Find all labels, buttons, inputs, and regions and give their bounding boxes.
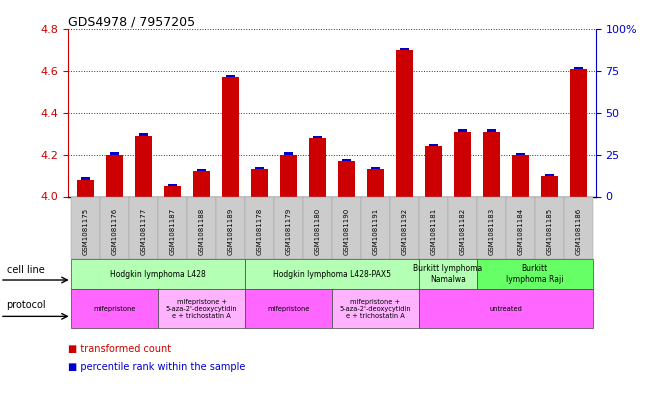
Text: GSM1081181: GSM1081181 bbox=[430, 208, 436, 255]
Text: GSM1081191: GSM1081191 bbox=[372, 208, 378, 255]
Text: GSM1081175: GSM1081175 bbox=[83, 208, 89, 255]
Bar bbox=[81, 177, 90, 180]
Bar bbox=[227, 75, 235, 77]
Text: Burkitt
lymphoma Raji: Burkitt lymphoma Raji bbox=[506, 264, 564, 284]
Text: mifepristone +
5-aza-2'-deoxycytidin
e + trichostatin A: mifepristone + 5-aza-2'-deoxycytidin e +… bbox=[340, 299, 411, 318]
Bar bbox=[487, 129, 495, 132]
Bar bbox=[309, 138, 326, 196]
Text: GSM1081183: GSM1081183 bbox=[488, 208, 494, 255]
Bar bbox=[482, 132, 500, 196]
Text: GSM1081190: GSM1081190 bbox=[344, 208, 350, 255]
Bar bbox=[169, 184, 177, 186]
Bar bbox=[111, 152, 119, 155]
Text: ■ transformed count: ■ transformed count bbox=[68, 344, 171, 354]
Bar bbox=[193, 171, 210, 196]
Text: Burkitt lymphoma
Namalwa: Burkitt lymphoma Namalwa bbox=[413, 264, 482, 284]
Bar bbox=[396, 50, 413, 196]
Text: GSM1081179: GSM1081179 bbox=[286, 208, 292, 255]
Bar bbox=[135, 136, 152, 196]
Bar bbox=[512, 155, 529, 196]
Text: GSM1081182: GSM1081182 bbox=[460, 208, 465, 255]
Bar bbox=[280, 155, 298, 196]
Bar bbox=[139, 134, 148, 136]
Text: GSM1081189: GSM1081189 bbox=[228, 208, 234, 255]
Text: ■ percentile rank within the sample: ■ percentile rank within the sample bbox=[68, 362, 245, 371]
Bar bbox=[540, 176, 558, 196]
Bar bbox=[164, 186, 182, 196]
Text: GSM1081184: GSM1081184 bbox=[518, 208, 523, 255]
Bar bbox=[574, 67, 583, 69]
Bar bbox=[222, 77, 240, 196]
Bar bbox=[251, 169, 268, 196]
Text: GSM1081188: GSM1081188 bbox=[199, 208, 204, 255]
Text: GSM1081186: GSM1081186 bbox=[575, 208, 581, 255]
Bar bbox=[454, 132, 471, 196]
Bar bbox=[106, 155, 124, 196]
Text: GSM1081178: GSM1081178 bbox=[256, 208, 262, 255]
Bar bbox=[458, 129, 467, 132]
Bar bbox=[313, 136, 322, 138]
Bar bbox=[338, 161, 355, 196]
Bar bbox=[545, 174, 553, 176]
Text: GSM1081185: GSM1081185 bbox=[546, 208, 552, 255]
Text: mifepristone: mifepristone bbox=[94, 305, 136, 312]
Text: mifepristone: mifepristone bbox=[268, 305, 310, 312]
Bar bbox=[424, 146, 442, 196]
Bar bbox=[255, 167, 264, 169]
Text: protocol: protocol bbox=[7, 299, 46, 310]
Text: GSM1081192: GSM1081192 bbox=[402, 208, 408, 255]
Text: GSM1081187: GSM1081187 bbox=[170, 208, 176, 255]
Bar bbox=[342, 159, 351, 161]
Text: GSM1081176: GSM1081176 bbox=[112, 208, 118, 255]
Text: mifepristone +
5-aza-2'-deoxycytidin
e + trichostatin A: mifepristone + 5-aza-2'-deoxycytidin e +… bbox=[166, 299, 238, 318]
Bar bbox=[367, 169, 384, 196]
Text: GDS4978 / 7957205: GDS4978 / 7957205 bbox=[68, 15, 195, 28]
Text: Hodgkin lymphoma L428: Hodgkin lymphoma L428 bbox=[110, 270, 206, 279]
Text: GSM1081177: GSM1081177 bbox=[141, 208, 146, 255]
Bar bbox=[371, 167, 380, 169]
Text: Hodgkin lymphoma L428-PAX5: Hodgkin lymphoma L428-PAX5 bbox=[273, 270, 391, 279]
Text: cell line: cell line bbox=[7, 265, 44, 275]
Bar bbox=[516, 152, 525, 155]
Bar bbox=[197, 169, 206, 171]
Text: GSM1081180: GSM1081180 bbox=[314, 208, 320, 255]
Text: untreated: untreated bbox=[490, 305, 522, 312]
Bar bbox=[429, 144, 437, 146]
Bar bbox=[77, 180, 94, 196]
Bar bbox=[570, 69, 587, 196]
Bar bbox=[284, 152, 293, 155]
Bar bbox=[400, 48, 409, 50]
